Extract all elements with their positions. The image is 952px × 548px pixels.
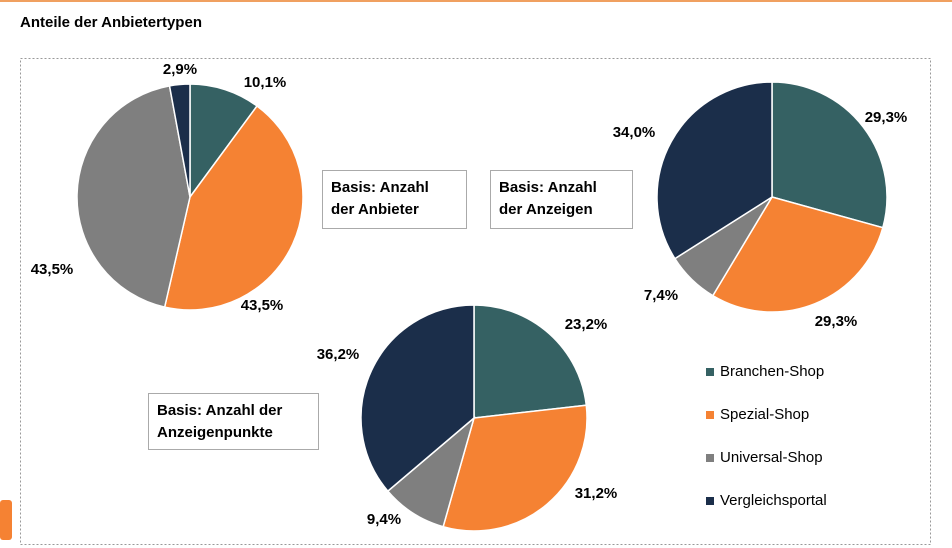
pie-slice <box>771 81 888 229</box>
basis-box <box>322 170 467 229</box>
pie-slice <box>189 83 259 200</box>
side-tab <box>0 500 12 540</box>
pie-slice <box>473 304 588 419</box>
legend-label: Spezial-Shop <box>720 406 809 423</box>
basis-text: Basis: Anzahl <box>331 179 429 196</box>
data-label: 34,0% <box>613 124 656 141</box>
data-label: 2,9% <box>163 61 197 78</box>
pie-slice <box>163 104 304 311</box>
pie-slice <box>76 84 191 309</box>
basis-text: der Anzeigen <box>499 201 593 218</box>
legend-swatch <box>706 368 714 376</box>
legend-label: Universal-Shop <box>720 449 823 466</box>
data-label: 23,2% <box>565 316 608 333</box>
legend-swatch <box>706 497 714 505</box>
pie-slice <box>360 304 475 493</box>
legend-label: Branchen-Shop <box>720 363 824 380</box>
legend-swatch <box>706 411 714 419</box>
basis-text: der Anbieter <box>331 201 419 218</box>
data-label: 43,5% <box>241 297 284 314</box>
data-label: 7,4% <box>644 287 678 304</box>
frame <box>20 58 931 545</box>
pie-slice <box>442 404 588 532</box>
page-title: Anteile der Anbietertypen <box>20 14 202 31</box>
data-label: 9,4% <box>367 511 401 528</box>
legend-swatch <box>706 454 714 462</box>
basis-box <box>148 393 319 450</box>
data-label: 36,2% <box>317 346 360 363</box>
data-label: 43,5% <box>31 261 74 278</box>
data-label: 10,1% <box>244 74 287 91</box>
data-label: 29,3% <box>865 109 908 126</box>
basis-text: Anzeigenpunkte <box>157 424 273 441</box>
data-label: 31,2% <box>575 485 618 502</box>
basis-text: Basis: Anzahl der <box>157 402 282 419</box>
legend-label: Vergleichsportal <box>720 492 827 509</box>
basis-box <box>490 170 633 229</box>
data-label: 29,3% <box>815 313 858 330</box>
pie-slice <box>168 83 191 198</box>
basis-text: Basis: Anzahl <box>499 179 597 196</box>
pie-slice <box>656 81 773 260</box>
